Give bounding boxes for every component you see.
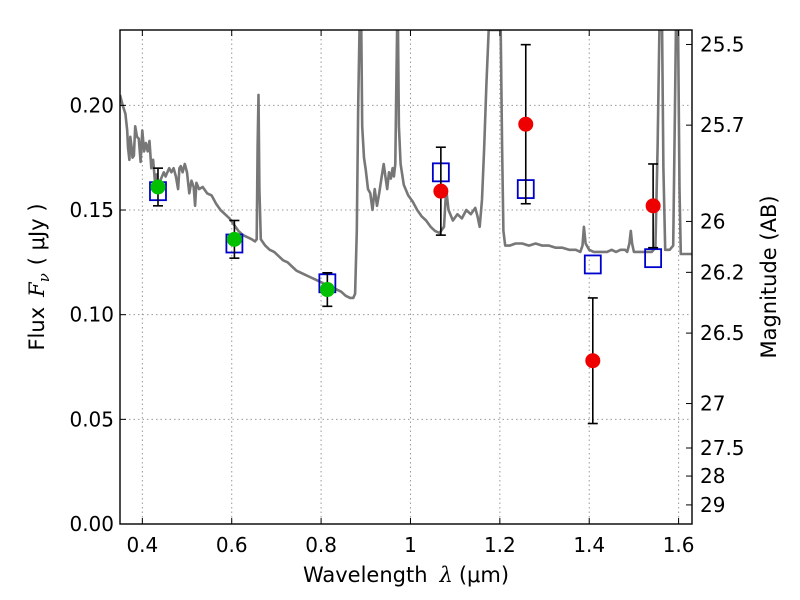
magnitude-tick-label: 26 [700, 209, 725, 233]
observed-flux-point [433, 183, 449, 199]
y-tick-label: 0.10 [69, 303, 114, 327]
observed-flux-point [226, 231, 242, 247]
x-axis-title: Wavelength λ (μm) [303, 563, 509, 587]
x-tick-label: 1.6 [663, 533, 695, 557]
x-axis-label: Wavelength [303, 563, 428, 587]
x-tick-label: 1 [404, 533, 417, 557]
data-layer [120, 30, 692, 300]
x-tick-label: 0.4 [126, 533, 158, 557]
y-axis-subscript: ν [35, 273, 53, 282]
magnitude-tick-label: 25.7 [700, 113, 745, 137]
grid-layer [120, 30, 692, 525]
y-axis-symbol: F [25, 281, 49, 298]
y-tick-label: 0.15 [69, 198, 114, 222]
plot-frame [119, 29, 693, 525]
observed-flux-point [518, 116, 534, 132]
magnitude-tick-label: 28 [700, 464, 725, 488]
y-axis-label: Flux [25, 307, 49, 351]
x-tick-label: 1.2 [484, 533, 516, 557]
x-tick-label: 0.6 [216, 533, 248, 557]
y-axis-unit: ( μJy ) [25, 203, 49, 265]
x-tick-label: 1.4 [573, 533, 605, 557]
y-tick-label: 0.20 [69, 93, 114, 117]
magnitude-axis-title: Magnitude (AB) [757, 195, 781, 358]
magnitude-tick-label: 25.5 [700, 32, 745, 56]
x-axis-symbol: λ [439, 563, 453, 587]
model-flux-square [644, 248, 663, 269]
model-flux-square [583, 254, 602, 275]
model-spectrum-line [120, 30, 692, 300]
x-axis-unit: (μm) [459, 563, 509, 587]
y-axis-title: Flux Fν ( μJy ) [25, 203, 53, 350]
observed-flux-point [645, 198, 661, 214]
observed-flux-point [319, 282, 335, 298]
magnitude-tick-label: 26.5 [700, 321, 745, 345]
observed-flux-point [585, 353, 601, 369]
observed-flux-point [150, 179, 166, 195]
y-tick-label: 0.05 [69, 407, 114, 431]
magnitude-tick-label: 27 [700, 392, 725, 416]
magnitude-tick-label: 27.5 [700, 436, 745, 460]
magnitude-tick-label: 29 [700, 493, 725, 517]
tick-layer: 0.4 0.6 0.8 1 1.2 1.4 1.6 0.00 0.05 0.10 0.15 0.20 2… [69, 30, 745, 557]
x-tick-label: 0.8 [305, 533, 337, 557]
magnitude-tick-label: 26.2 [700, 260, 745, 284]
marker-layer [149, 43, 663, 425]
y-tick-label: 0.00 [69, 512, 114, 536]
